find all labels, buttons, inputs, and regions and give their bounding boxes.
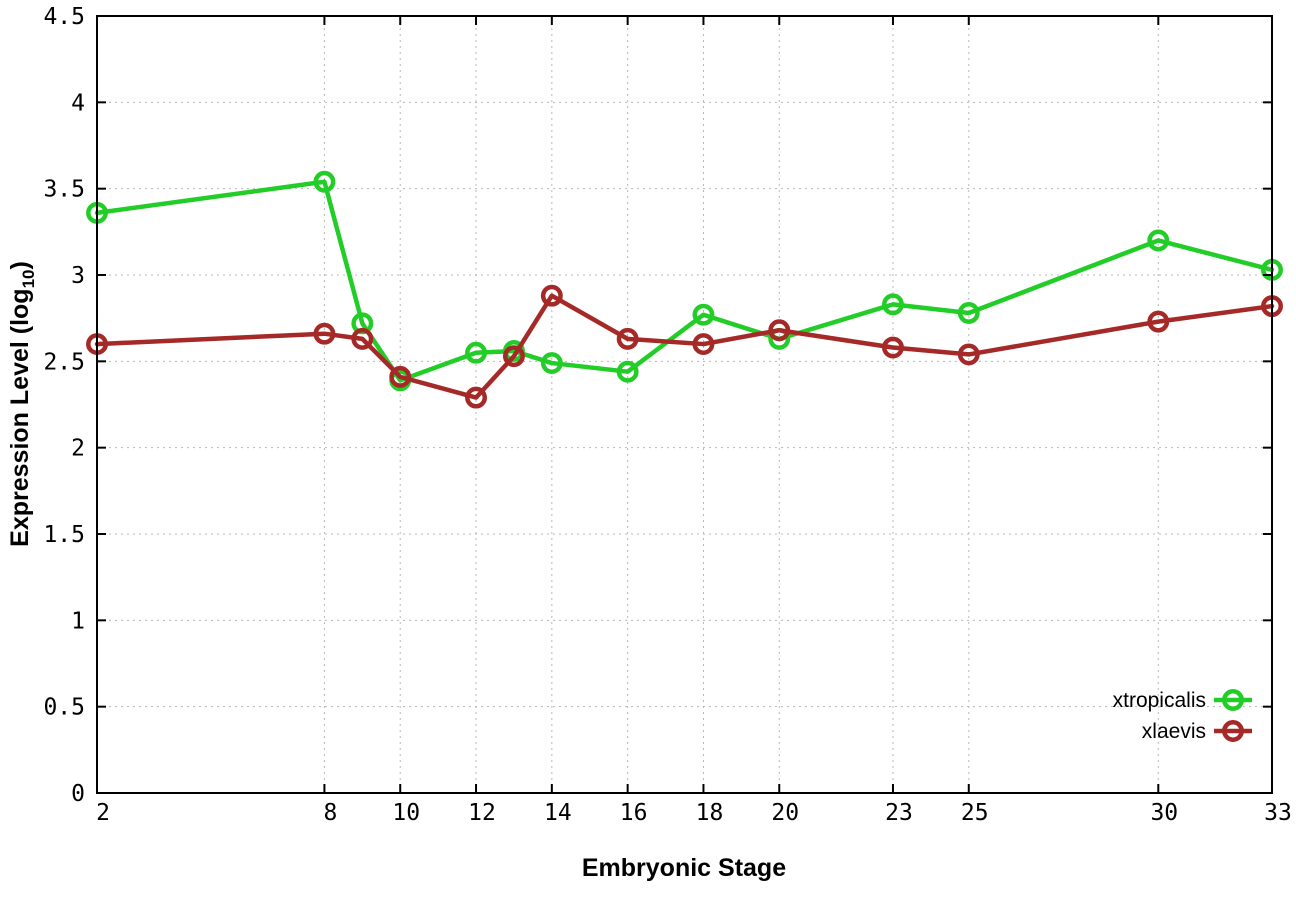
data-point-xlaevis	[768, 319, 791, 342]
data-point-xlaevis	[502, 345, 525, 368]
y-tick-label: 1.5	[43, 522, 85, 548]
x-tick-label: 30	[1150, 800, 1178, 826]
legend-label-xlaevis: xlaevis	[1142, 720, 1206, 743]
data-series	[86, 170, 1283, 409]
legend: xtropicalis xlaevis	[1113, 689, 1252, 743]
data-point-xtropicalis	[313, 170, 336, 193]
y-tick-label: 3	[71, 263, 85, 289]
y-axis-title: Expression Level (log10)	[6, 261, 38, 547]
x-axis-title: Embryonic Stage	[582, 854, 786, 882]
data-point-xtropicalis	[957, 302, 980, 324]
legend-sample-marker-xtropicalis	[1222, 689, 1244, 711]
data-point-xlaevis	[616, 327, 639, 350]
x-tick-label: 23	[885, 800, 913, 826]
x-tick-label: 16	[620, 800, 648, 826]
y-tick-label: 0	[71, 781, 85, 807]
x-tick-label: 20	[771, 800, 799, 826]
x-tick-label: 12	[468, 800, 496, 826]
data-point-xlaevis	[389, 365, 412, 388]
axis-tick-labels: 2 8 10 12 14 16 18 20 23 25 30 33 0 0.5 1 1.5 2 2.5 3 3.5 4 4…	[43, 4, 1291, 826]
y-tick-label: 0.5	[43, 695, 85, 721]
data-point-xlaevis	[540, 284, 563, 307]
data-point-xlaevis	[692, 333, 715, 356]
data-point-xlaevis	[882, 336, 904, 359]
data-point-xtropicalis	[692, 303, 715, 326]
data-point-xlaevis	[1147, 310, 1170, 333]
data-point-xlaevis	[313, 322, 336, 345]
data-point-xlaevis	[351, 327, 374, 350]
y-tick-label: 2.5	[43, 349, 85, 375]
data-point-xlaevis	[957, 343, 980, 366]
plot-border	[96, 15, 1273, 794]
x-tick-label: 33	[1264, 800, 1292, 826]
data-point-xlaevis	[465, 386, 487, 409]
x-tick-label: 10	[392, 800, 420, 826]
x-tick-label: 25	[961, 800, 989, 826]
grid-lines	[96, 15, 1273, 794]
data-point-xtropicalis	[616, 360, 639, 383]
y-tick-label: 4.5	[43, 4, 85, 30]
data-point-xtropicalis	[1147, 229, 1170, 252]
legend-label-xtropicalis: xtropicalis	[1113, 689, 1206, 712]
axis-ticks	[96, 15, 1273, 794]
x-tick-label: 8	[323, 800, 337, 826]
legend-sample-marker-xlaevis	[1222, 720, 1244, 742]
y-tick-label: 3.5	[43, 177, 85, 203]
x-tick-label: 18	[696, 800, 724, 826]
y-tick-label: 4	[71, 90, 85, 116]
data-point-xtropicalis	[540, 352, 563, 375]
series-line-xtropicalis	[94, 179, 1275, 383]
y-tick-label: 2	[71, 436, 85, 462]
data-point-xtropicalis	[882, 293, 904, 316]
data-point-xtropicalis	[465, 341, 487, 364]
series-line-xlaevis	[94, 293, 1275, 400]
x-tick-label: 14	[544, 800, 572, 826]
y-tick-label: 1	[71, 608, 85, 634]
x-tick-label: 2	[96, 800, 110, 826]
